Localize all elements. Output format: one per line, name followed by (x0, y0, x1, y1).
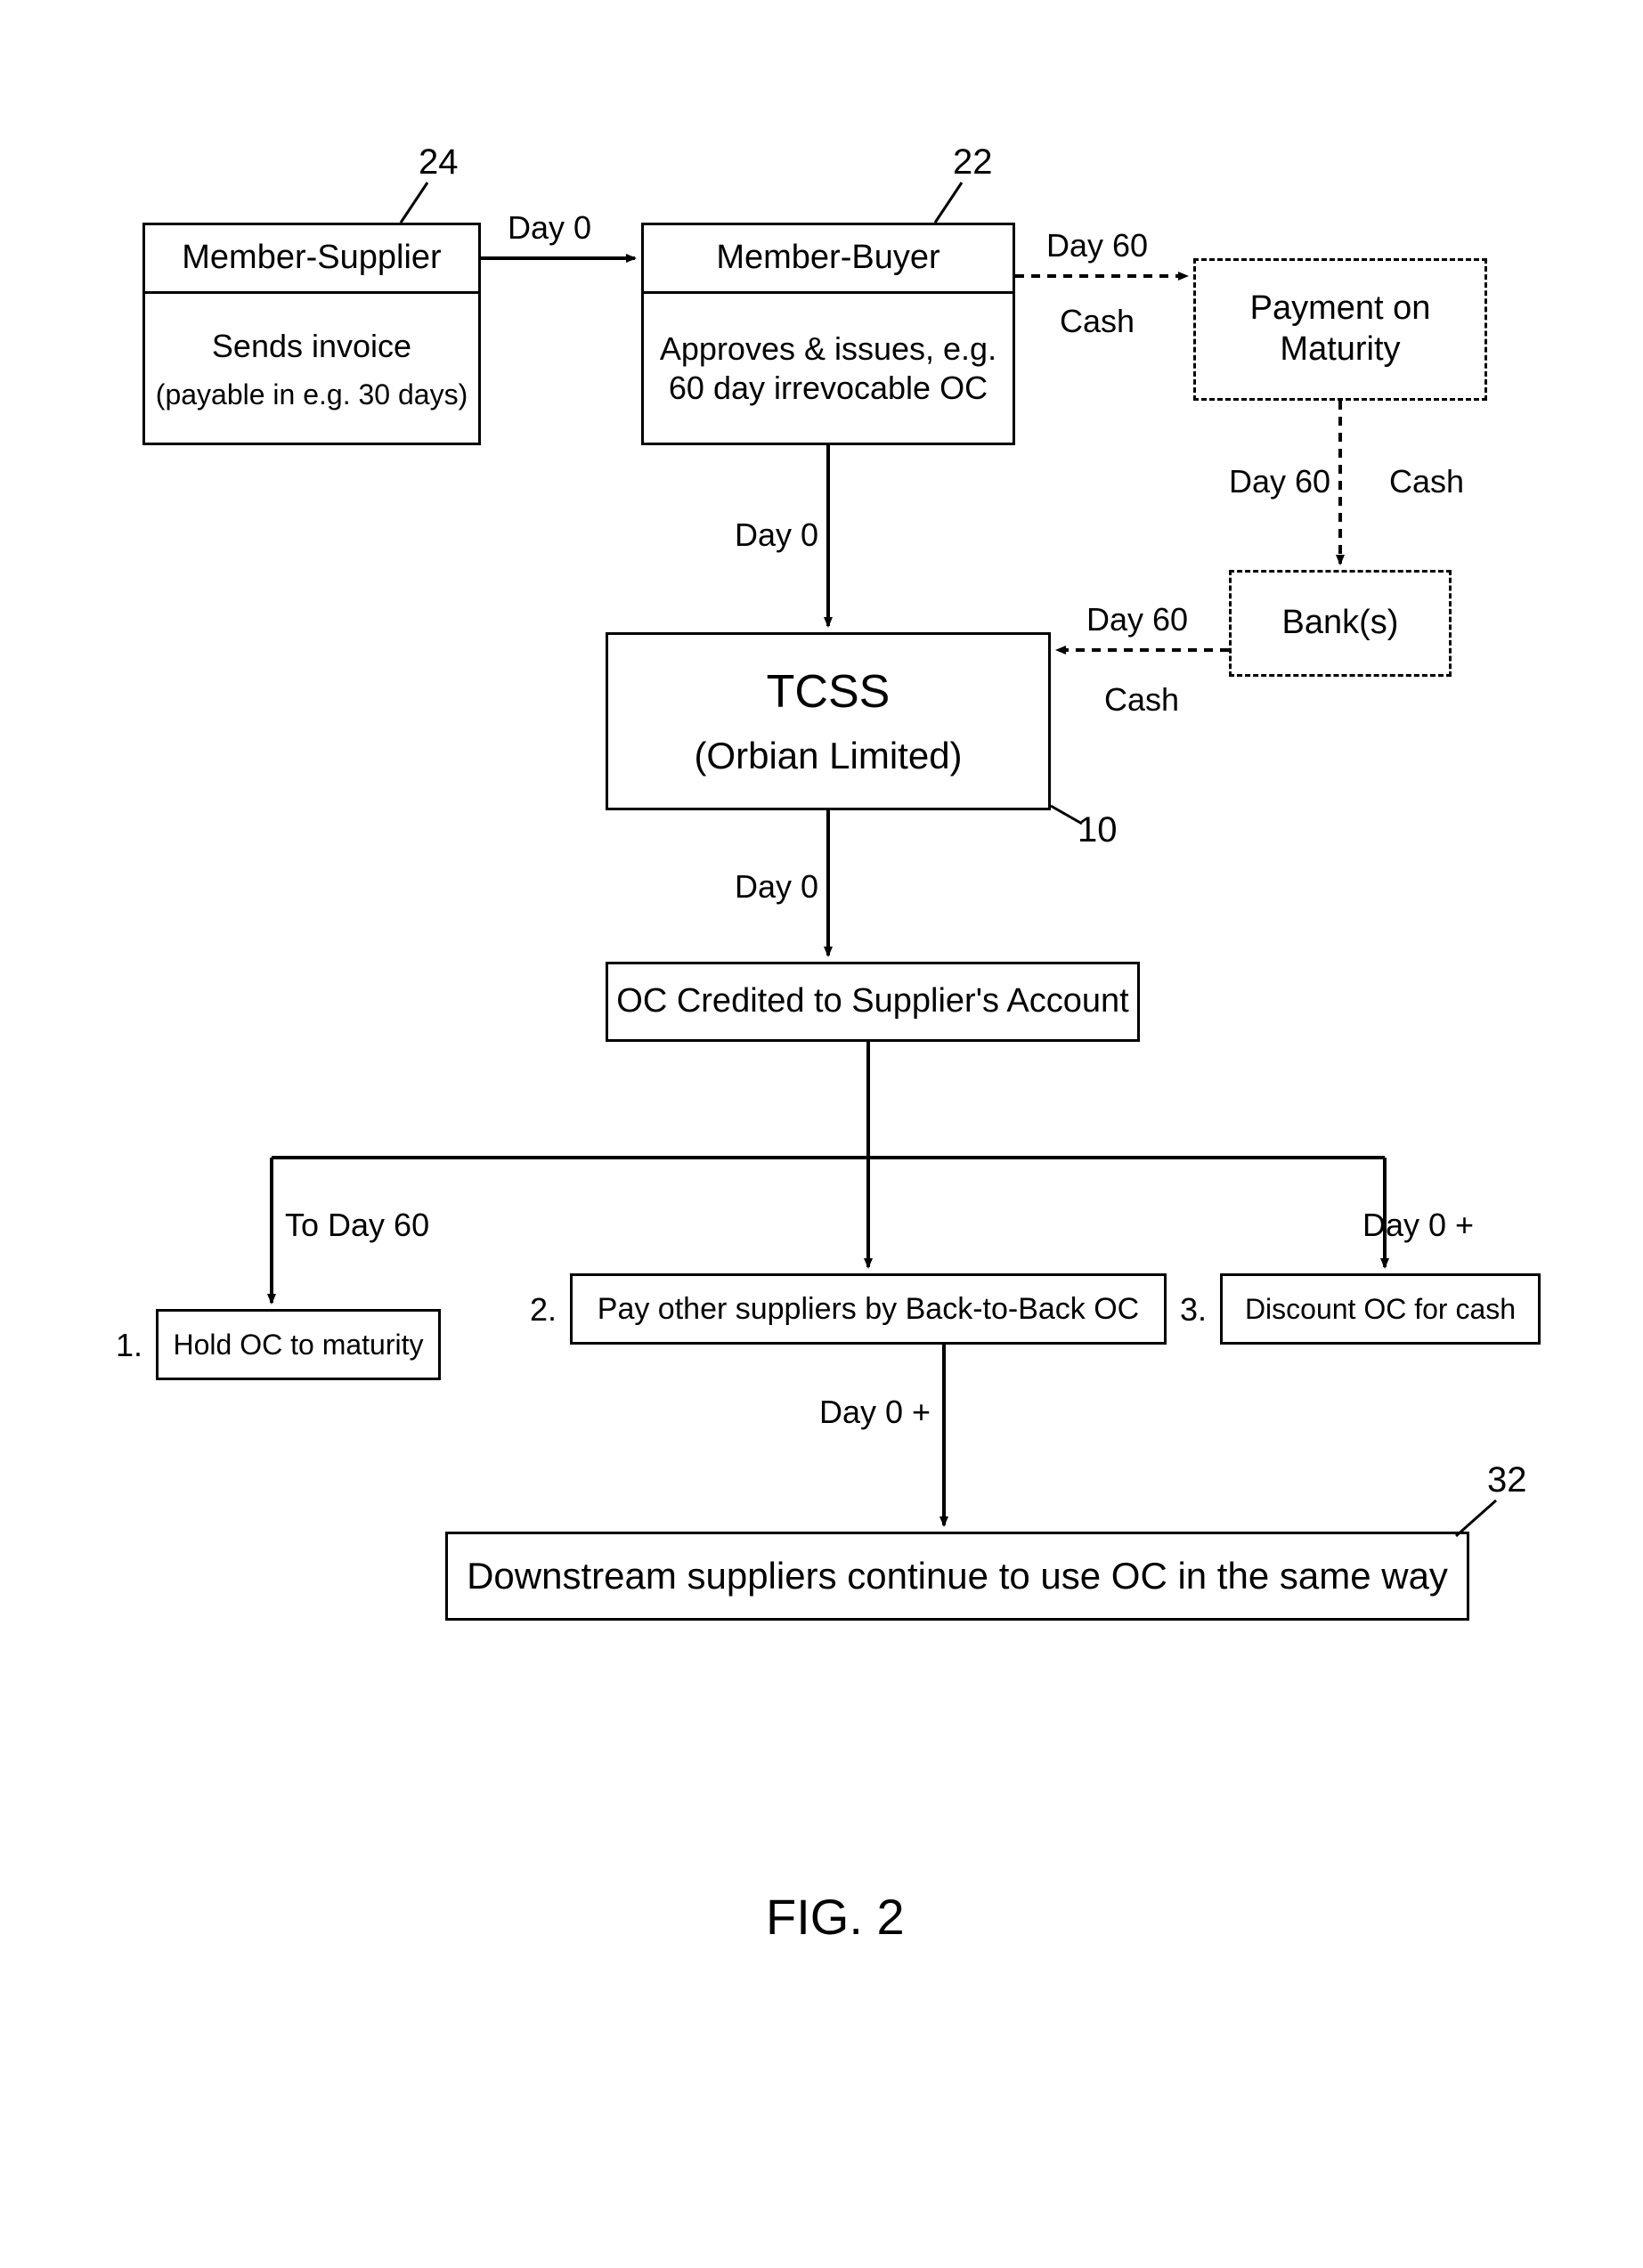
member-supplier-sub2: (payable in e.g. 30 days) (150, 372, 473, 417)
opt1-num: 1. (116, 1327, 142, 1364)
opt1-label: Hold OC to maturity (168, 1322, 429, 1367)
diagram-canvas: Member-Supplier Sends invoice (payable i… (0, 0, 1643, 2268)
oc-credited-box: OC Credited to Supplier's Account (606, 962, 1140, 1042)
member-supplier-sub-box: Sends invoice (payable in e.g. 30 days) (142, 294, 481, 445)
fig-caption: FIG. 2 (766, 1888, 905, 1946)
ref-24: 24 (419, 142, 459, 183)
lbl-buyer-payment-top: Day 60 (1046, 227, 1148, 264)
opt2-label: Pay other suppliers by Back-to-Back OC (592, 1286, 1144, 1333)
lbl-banks-tcss-side: Cash (1104, 681, 1179, 719)
lbl-banks-tcss-top: Day 60 (1086, 601, 1188, 638)
downstream-label: Downstream suppliers continue to use OC … (460, 1547, 1455, 1605)
lbl-buyer-payment-side: Cash (1060, 303, 1135, 340)
lbl-supplier-buyer: Day 0 (508, 209, 591, 247)
lbl-payment-banks-top: Day 60 (1229, 463, 1330, 500)
tcss-line2: (Orbian Limited) (687, 727, 969, 785)
lbl-oc-opt3: Day 0 + (1362, 1207, 1474, 1244)
lbl-buyer-tcss: Day 0 (735, 516, 818, 554)
banks-label: Bank(s) (1275, 596, 1406, 651)
oc-credited-label: OC Credited to Supplier's Account (609, 974, 1135, 1029)
member-supplier-sub: Sends invoice (205, 320, 419, 372)
opt3-num: 3. (1180, 1291, 1207, 1329)
opt3-box: Discount OC for cash (1220, 1273, 1541, 1345)
lbl-oc-opt1: To Day 60 (285, 1207, 429, 1244)
member-supplier-title-box: Member-Supplier (142, 223, 481, 294)
member-buyer-sub-box: Approves & issues, e.g. 60 day irrevocab… (641, 294, 1015, 445)
ref-32: 32 (1487, 1460, 1527, 1500)
member-buyer-title-box: Member-Buyer (641, 223, 1015, 294)
opt2-box: Pay other suppliers by Back-to-Back OC (570, 1273, 1167, 1345)
member-buyer-title: Member-Buyer (709, 231, 947, 286)
tcss-box: TCSS (Orbian Limited) (606, 632, 1051, 810)
lbl-payment-banks-side: Cash (1389, 463, 1464, 500)
opt1-box: Hold OC to maturity (156, 1309, 441, 1380)
member-supplier-title: Member-Supplier (175, 231, 448, 286)
ref-10: 10 (1078, 810, 1118, 850)
payment-maturity-box: Payment on Maturity (1193, 258, 1487, 401)
member-buyer-sub: Approves & issues, e.g. 60 day irrevocab… (644, 322, 1013, 413)
payment-maturity-label: Payment on Maturity (1196, 281, 1484, 377)
opt3-label: Discount OC for cash (1240, 1287, 1521, 1331)
ref-22: 22 (953, 142, 993, 183)
tcss-line1: TCSS (760, 657, 898, 727)
opt2-num: 2. (530, 1291, 557, 1329)
downstream-box: Downstream suppliers continue to use OC … (445, 1532, 1469, 1621)
lbl-oc-opt2: Day 0 + (819, 1394, 931, 1431)
lbl-tcss-oc: Day 0 (735, 868, 818, 906)
banks-box: Bank(s) (1229, 570, 1452, 677)
